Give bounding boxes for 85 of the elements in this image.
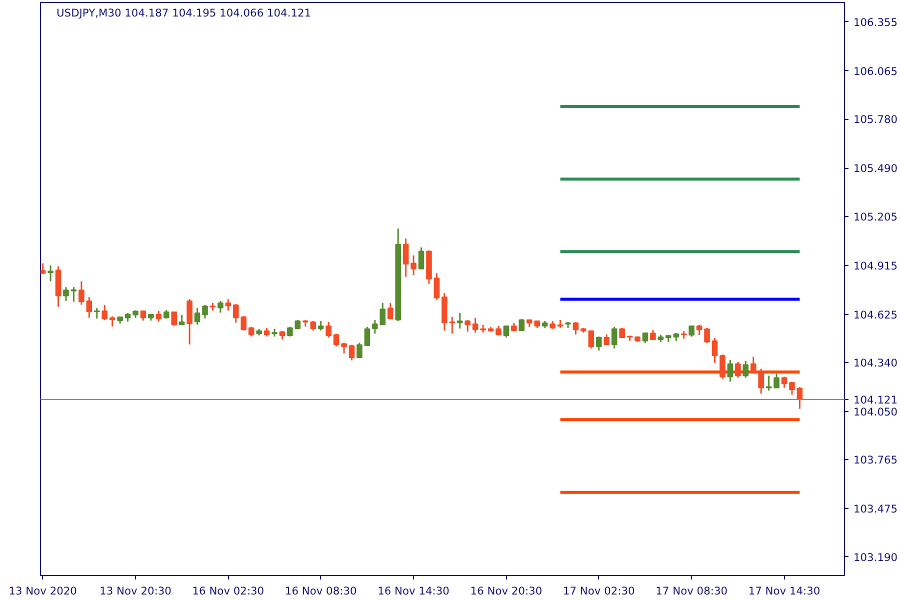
candlestick (774, 372, 780, 388)
candlestick (318, 320, 324, 332)
candlestick (248, 326, 254, 338)
candlestick (194, 307, 200, 326)
y-tick-label: 103.765 (854, 454, 898, 467)
candlestick (387, 302, 394, 320)
candlestick (712, 337, 718, 364)
candlestick (410, 254, 416, 276)
x-tick-label: 17 Nov 08:30 (656, 584, 728, 598)
candlestick (287, 326, 293, 338)
candlestick (758, 368, 764, 394)
candlestick (225, 298, 232, 312)
candlestick (310, 320, 316, 332)
candlestick (70, 286, 77, 302)
candlestick (735, 361, 741, 378)
candlestick (588, 330, 594, 350)
candlestick (402, 238, 409, 278)
candlestick (333, 333, 340, 348)
candlestick (364, 326, 370, 346)
y-tick-label: 105.205 (854, 210, 898, 224)
candlestick (572, 321, 579, 336)
candlestick (156, 310, 162, 322)
candlestick (449, 316, 456, 334)
candlestick (696, 324, 702, 336)
y-tick-label: 104.340 (854, 356, 898, 370)
y-tick-label: 106.065 (854, 64, 898, 78)
candlestick (40, 262, 46, 275)
x-tick-label: 13 Nov 20:30 (100, 584, 172, 598)
candlestick (688, 325, 694, 338)
candlestick (109, 316, 116, 328)
candlestick (86, 296, 92, 318)
candlestick (63, 286, 69, 302)
candlestick (766, 374, 772, 392)
candlestick (611, 326, 618, 350)
candlestick (178, 314, 185, 326)
candlestick (518, 318, 525, 332)
candlestick (78, 280, 84, 306)
candlestick (341, 342, 347, 354)
candlestick (596, 336, 602, 352)
candlestick (186, 298, 192, 346)
candlestick (202, 304, 208, 320)
candlestick (750, 356, 756, 374)
candlestick (171, 311, 178, 326)
ref-line-label: 104.121 (854, 394, 898, 407)
y-tick-label: 104.625 (854, 308, 898, 322)
y-tick-label: 106.355 (854, 16, 898, 29)
candlestick (604, 334, 610, 346)
candlestick (326, 321, 332, 338)
candlestick (434, 272, 440, 301)
y-tick-label: 104.050 (854, 406, 898, 419)
candlestick (789, 380, 795, 396)
y-tick-label: 103.475 (854, 502, 898, 516)
candlestick (356, 342, 362, 358)
candlestick (720, 354, 726, 380)
candlestick (503, 325, 510, 338)
y-tick-label: 103.190 (854, 550, 898, 564)
y-tick-label: 105.490 (854, 162, 898, 176)
candlestick (140, 310, 146, 322)
chart-title: USDJPY,M30 104.187 104.195 104.066 104.121 (56, 6, 312, 20)
candlestick (619, 327, 625, 338)
y-tick-label: 105.780 (854, 113, 898, 126)
x-tick-label: 16 Nov 20:30 (470, 584, 542, 598)
candlestick (704, 327, 710, 344)
x-tick-label: 16 Nov 02:30 (192, 584, 264, 598)
candlestick (218, 300, 224, 314)
y-tick-label: 104.915 (854, 259, 898, 272)
candlestick (94, 307, 100, 320)
candlestick (650, 329, 656, 340)
candlestick (48, 264, 54, 282)
x-tick-label: 16 Nov 08:30 (284, 584, 357, 598)
candlestick (642, 332, 648, 344)
candlestick (727, 359, 734, 382)
x-tick-label: 16 Nov 14:30 (378, 584, 450, 598)
x-tick-label: 17 Nov 02:30 (562, 584, 636, 598)
candlestick (418, 246, 424, 270)
candlestick (781, 376, 788, 388)
x-tick-label: 17 Nov 14:30 (748, 584, 820, 598)
candlestick (496, 325, 502, 336)
x-tick-label: 13 Nov 2020 (8, 584, 78, 598)
candlestick (456, 312, 463, 330)
candlestick (472, 317, 478, 334)
candlestick (464, 319, 470, 332)
candlestick (742, 360, 749, 378)
candlestick (348, 344, 355, 362)
candlestick (102, 304, 108, 321)
